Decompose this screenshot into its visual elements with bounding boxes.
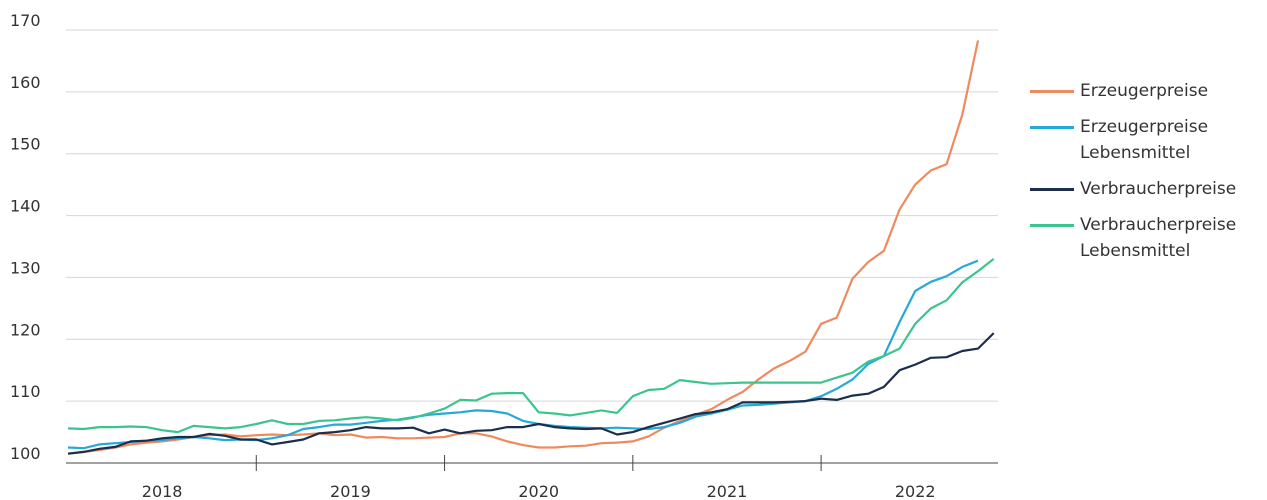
legend-swatch: [1030, 90, 1074, 93]
x-tick-label: 2019: [330, 482, 371, 500]
legend-label: Erzeugerpreise: [1080, 81, 1209, 101]
x-tick-label: 2020: [518, 482, 559, 500]
y-tick-label: 110: [10, 382, 41, 401]
legend: Erzeugerpreise Erzeugerpreise Lebensmitte…: [1030, 78, 1267, 274]
y-tick-label: 170: [10, 11, 41, 30]
legend-item: Verbraucherpreise: [1030, 176, 1267, 202]
series-line: [67, 258, 995, 434]
x-tick-label: 2022: [895, 482, 936, 500]
x-tick-label: 2021: [707, 482, 748, 500]
legend-item: Erzeugerpreise Lebensmittel: [1030, 114, 1267, 166]
legend-label: Verbraucherpreise: [1080, 179, 1237, 199]
legend-label: Erzeugerpreise Lebensmittel: [1080, 117, 1209, 163]
legend-item: Verbraucherpreise Lebensmittel: [1030, 212, 1267, 264]
plot-area: 100 110 120 130 140 150 160 170 2018 2019 2020 2021…: [10, 11, 998, 500]
series-line: [67, 259, 979, 450]
y-tick-label: 120: [10, 320, 41, 339]
y-tick-label: 160: [10, 73, 41, 92]
legend-swatch: [1030, 188, 1074, 191]
series-line: [67, 332, 995, 455]
legend-swatch: [1030, 126, 1074, 129]
y-tick-label: 140: [10, 197, 41, 216]
legend-label: Verbraucherpreise Lebensmittel: [1080, 215, 1237, 261]
y-tick-label: 100: [10, 444, 41, 463]
y-tick-label: 150: [10, 135, 41, 154]
x-tick-label: 2018: [142, 482, 183, 500]
series-line: [67, 40, 980, 455]
legend-swatch: [1030, 224, 1074, 227]
legend-item: Erzeugerpreise: [1030, 78, 1267, 104]
y-tick-label: 130: [10, 258, 41, 277]
